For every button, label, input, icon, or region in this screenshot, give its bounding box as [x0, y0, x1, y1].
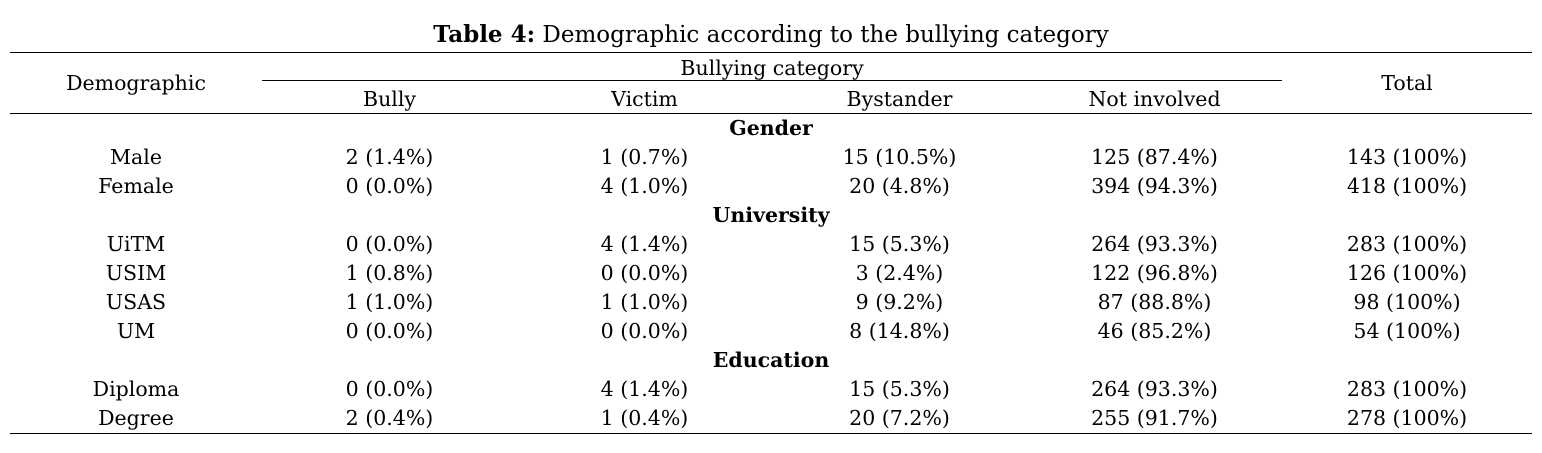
cell-bystander: 15 (5.3%) [849, 377, 950, 401]
cell-victim: 4 (1.4%) [600, 232, 689, 256]
table-row: USAS 1 (1.0%) 1 (1.0%) 9 (9.2%) 87 (88.8%) 98… [10, 288, 1532, 317]
cell-total: 54 (100%) [1353, 319, 1461, 343]
cell-victim: 0 (0.0%) [600, 261, 689, 285]
cell-victim: 4 (1.0%) [600, 174, 689, 198]
cell-bully: 1 (0.8%) [345, 261, 434, 285]
cell-bystander: 8 (14.8%) [849, 319, 950, 343]
cell-bully: 0 (0.0%) [345, 174, 434, 198]
table-row: Degree 2 (0.4%) 1 (0.4%) 20 (7.2%) 255 (91.7… [10, 404, 1533, 434]
header-total: Total [1282, 52, 1533, 114]
header-victim: Victim [517, 80, 772, 114]
section-title: University [712, 203, 830, 227]
section-title: Gender [729, 116, 813, 140]
cell-total: 283 (100%) [1346, 377, 1468, 401]
row-label: UiTM [106, 232, 166, 256]
table-row: UM 0 (0.0%) 0 (0.0%) 8 (14.8%) 46 (85.2%) 54 … [10, 317, 1532, 346]
cell-bystander: 3 (2.4%) [855, 261, 944, 285]
cell-bystander: 15 (5.3%) [849, 232, 950, 256]
cell-victim: 0 (0.0%) [600, 319, 689, 343]
cell-bystander: 20 (4.8%) [849, 174, 950, 198]
cell-total: 278 (100%) [1282, 404, 1533, 434]
cell-bystander: 9 (9.2%) [855, 290, 944, 314]
cell-bully: 2 (1.4%) [345, 145, 434, 169]
cell-bystander: 15 (10.5%) [842, 145, 957, 169]
table-body: Gender Male 2 (1.4%) 1 (0.7%) 15 (10.5%) 125 … [10, 114, 1533, 434]
table-header: Demographic Bullying category Total Bull… [10, 52, 1533, 114]
header-demographic: Demographic [10, 52, 262, 114]
row-label: Diploma [92, 377, 180, 401]
cell-bully: 0 (0.0%) [345, 232, 434, 256]
section-row: Gender [10, 114, 1532, 144]
cell-not-involved: 122 (96.8%) [1091, 261, 1218, 285]
header-bullying-category: Bullying category [262, 52, 1283, 81]
row-label: Degree [10, 404, 262, 434]
cell-not-involved: 264 (93.3%) [1091, 377, 1218, 401]
cell-bully: 2 (0.4%) [262, 404, 517, 434]
cell-not-involved: 394 (94.3%) [1091, 174, 1218, 198]
header-bully: Bully [262, 80, 517, 114]
row-label: Female [98, 174, 174, 198]
row-label: Male [110, 145, 162, 169]
cell-total: 418 (100%) [1346, 174, 1468, 198]
cell-bully: 0 (0.0%) [345, 377, 434, 401]
header-not-involved: Not involved [1027, 80, 1283, 114]
cell-total: 98 (100%) [1353, 290, 1461, 314]
cell-not-involved: 264 (93.3%) [1091, 232, 1218, 256]
cell-victim: 4 (1.4%) [600, 377, 689, 401]
cell-total: 283 (100%) [1346, 232, 1468, 256]
cell-total: 143 (100%) [1346, 145, 1468, 169]
cell-not-involved: 255 (91.7%) [1027, 404, 1283, 434]
row-label: USIM [105, 261, 167, 285]
cell-not-involved: 125 (87.4%) [1091, 145, 1218, 169]
row-label: USAS [105, 290, 167, 314]
cell-bully: 1 (1.0%) [345, 290, 434, 314]
cell-victim: 1 (0.4%) [517, 404, 772, 434]
cell-victim: 1 (0.7%) [600, 145, 689, 169]
section-title: Education [712, 348, 830, 372]
table-caption: Table 4: Demographic according to the bu… [0, 19, 1542, 51]
cell-not-involved: 87 (88.8%) [1097, 290, 1212, 314]
header-bystander: Bystander [772, 80, 1027, 114]
cell-victim: 1 (1.0%) [600, 290, 689, 314]
section-row: Education [10, 346, 1532, 375]
section-row: University [10, 201, 1532, 230]
cell-total: 126 (100%) [1346, 261, 1468, 285]
table-caption-label: Table 4: [433, 21, 536, 48]
table-caption-text: Demographic according to the bullying ca… [542, 22, 1109, 48]
cell-bully: 0 (0.0%) [345, 319, 434, 343]
cell-not-involved: 46 (85.2%) [1097, 319, 1212, 343]
row-label: UM [116, 319, 156, 343]
table-row: UiTM 0 (0.0%) 4 (1.4%) 15 (5.3%) 264 (93.3%)… [10, 230, 1532, 259]
cell-bystander: 20 (7.2%) [772, 404, 1027, 434]
table-row: Diploma 0 (0.0%) 4 (1.4%) 15 (5.3%) 264 (93.… [10, 375, 1532, 404]
table-row: Female 0 (0.0%) 4 (1.0%) 20 (4.8%) 394 (94.3… [10, 172, 1532, 201]
table-row: USIM 1 (0.8%) 0 (0.0%) 3 (2.4%) 122 (96.8%) 1… [10, 259, 1532, 288]
table-row: Male 2 (1.4%) 1 (0.7%) 15 (10.5%) 125 (87.4%… [10, 143, 1532, 172]
demographic-table: Demographic Bullying category Total Bull… [10, 52, 1533, 434]
